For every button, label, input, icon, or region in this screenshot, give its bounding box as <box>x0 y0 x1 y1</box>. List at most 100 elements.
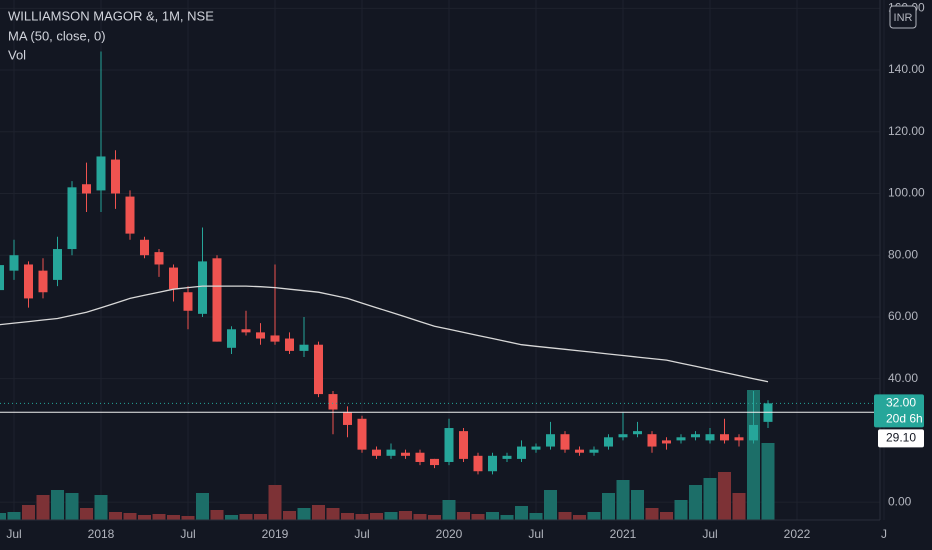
candle-body <box>560 434 570 450</box>
volume-bar <box>718 472 731 520</box>
volume-bar <box>457 512 470 520</box>
candle-body <box>444 428 454 462</box>
candle-body <box>24 264 33 299</box>
volume-bar <box>94 495 108 520</box>
volume-bar <box>500 515 514 520</box>
volume-bar <box>225 515 238 520</box>
volume-bar <box>399 511 412 520</box>
volume-layer <box>0 390 775 520</box>
volume-bar <box>616 480 630 520</box>
x-tick-label: Jul <box>528 527 543 541</box>
volume-bar <box>167 515 180 520</box>
candle-body <box>618 434 628 438</box>
volume-bar <box>486 512 499 520</box>
volume-bar <box>254 514 267 520</box>
candle-body <box>676 437 686 441</box>
candle-layer <box>0 51 880 475</box>
volume-bar <box>341 513 354 520</box>
candle-body <box>546 434 555 447</box>
y-tick-label: 100.00 <box>888 186 925 200</box>
candle-body <box>314 344 323 395</box>
candle-body <box>633 431 642 435</box>
volume-bar <box>123 513 137 520</box>
y-tick-label: 40.00 <box>888 371 918 385</box>
x-tick-label: Jul <box>702 527 717 541</box>
volume-bar <box>370 513 383 520</box>
y-tick-label: 60.00 <box>888 309 918 323</box>
candle-body <box>111 159 120 194</box>
volume-bar <box>471 514 485 520</box>
candle-body <box>647 434 657 447</box>
volume-bar <box>51 490 64 520</box>
x-tick-label: J <box>881 527 887 541</box>
volume-bar <box>413 514 427 520</box>
candle-body <box>0 265 4 291</box>
candle-body <box>705 434 715 441</box>
volume-bar <box>210 510 224 520</box>
candle-body <box>53 249 62 280</box>
volume-bar <box>109 512 122 520</box>
candle-body <box>67 187 77 250</box>
candle-body <box>227 329 236 348</box>
candle-body <box>154 252 164 265</box>
volume-bar <box>326 508 340 520</box>
x-tick-label: 2020 <box>436 527 463 541</box>
candle-body <box>241 329 251 333</box>
volume-bar <box>196 493 209 520</box>
volume-bar <box>761 443 775 520</box>
volume-bar <box>689 485 702 520</box>
candle-body <box>749 424 758 441</box>
candle-body <box>502 455 512 459</box>
candle-body <box>415 452 425 462</box>
candle-body <box>386 449 396 456</box>
candle-body <box>183 292 193 311</box>
candle-body <box>488 455 497 472</box>
candle-body <box>662 440 671 444</box>
candle-body <box>473 455 483 472</box>
last-price-label: 32.00 <box>886 396 916 410</box>
volume-bar <box>181 516 195 520</box>
chart-title: WILLIAMSON MAGOR &, 1M, NSE <box>8 8 214 23</box>
volume-bar <box>573 515 586 520</box>
moving-average-line <box>0 285 769 383</box>
candle-body <box>96 156 106 191</box>
candle-body <box>604 437 613 447</box>
volume-bar <box>283 511 296 520</box>
candle-body <box>328 394 338 410</box>
x-tick-label: Jul <box>354 527 369 541</box>
x-tick-label: 2021 <box>610 527 637 541</box>
volume-bar <box>0 513 6 520</box>
volume-bar <box>442 500 456 520</box>
candle-body <box>198 261 207 314</box>
price-line-label: 29.10 <box>886 431 916 445</box>
candle-body <box>459 431 468 459</box>
candle-body <box>734 437 744 441</box>
y-tick-label: 0.00 <box>888 494 912 508</box>
x-tick-label: Jul <box>180 527 195 541</box>
price-line-box <box>878 429 924 448</box>
volume-label: Vol <box>8 47 26 62</box>
volume-bar <box>297 508 311 520</box>
volume-bar <box>529 513 543 520</box>
candle-body <box>169 267 178 290</box>
volume-bar <box>747 390 760 520</box>
volume-bar <box>631 490 644 520</box>
x-tick-label: Jul <box>6 527 21 541</box>
volume-bar <box>674 500 688 520</box>
candle-body <box>256 332 265 339</box>
volume-bar <box>268 485 282 520</box>
candle-body <box>285 338 294 351</box>
candle-body <box>401 452 410 456</box>
volume-bar <box>312 505 325 520</box>
candle-body <box>517 446 526 459</box>
volume-bar <box>138 515 151 520</box>
volume-bar <box>7 512 21 520</box>
candle-body <box>531 446 541 450</box>
volume-bar <box>36 495 50 520</box>
volume-bar <box>80 508 93 520</box>
candle-body <box>589 449 599 453</box>
candle-body <box>575 449 584 453</box>
volume-bar <box>239 514 253 520</box>
volume-bar <box>660 512 673 520</box>
